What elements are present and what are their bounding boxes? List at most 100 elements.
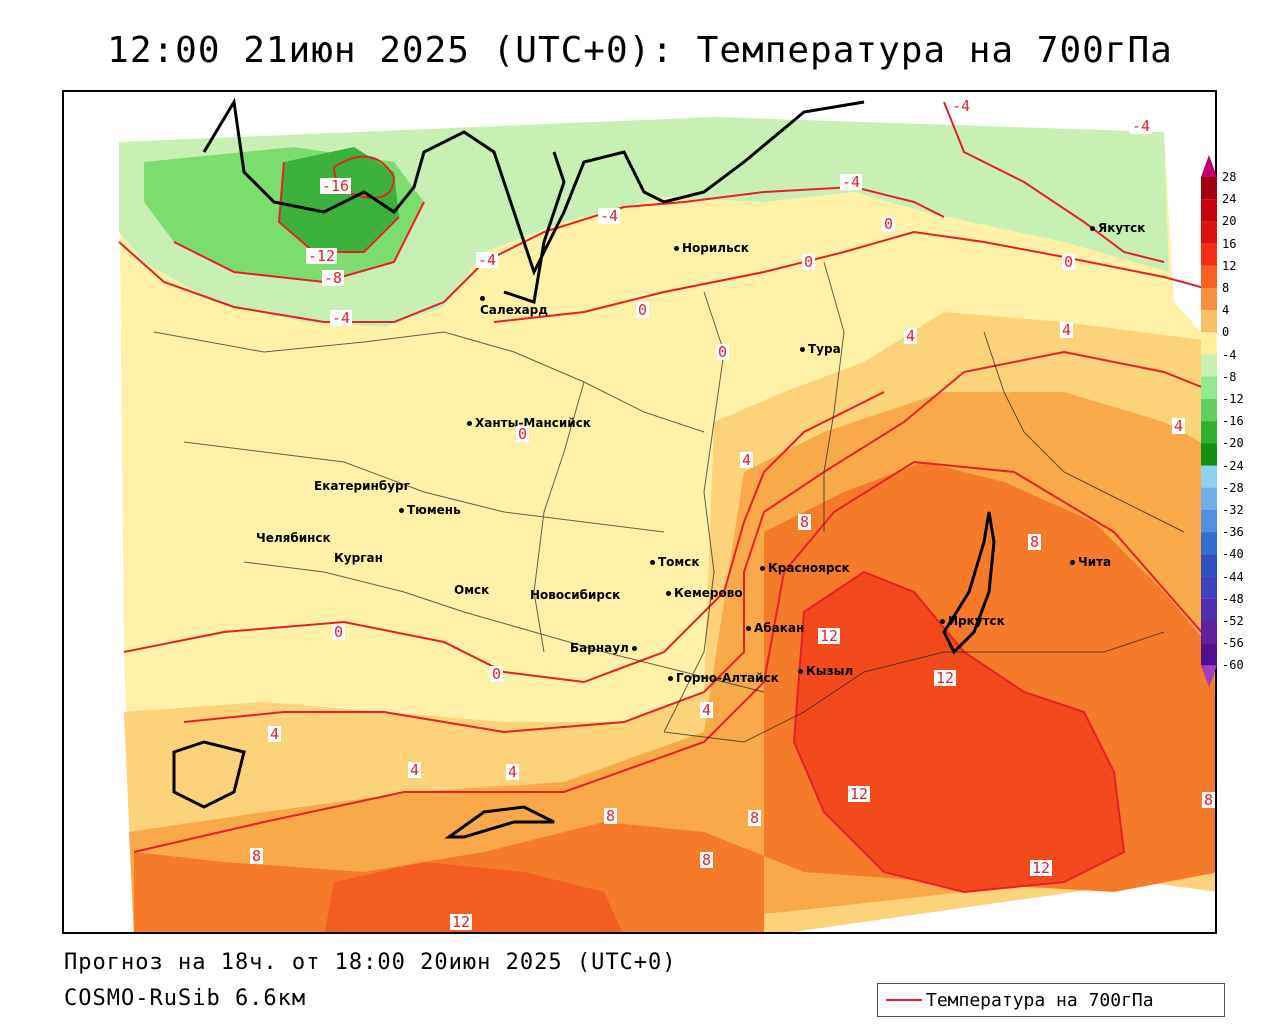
city-norilsk: Норильск [674,242,749,254]
colorbar-tick-label: -12 [1222,392,1244,406]
contour-label: 8 [604,807,618,825]
contour-label: 4 [740,451,754,469]
contour-label: -8 [322,269,345,287]
model-name: COSMO-RuSib 6.6км [64,986,307,1011]
contour-label: -16 [320,177,352,195]
contour-label: 0 [516,425,530,443]
city-tomsk: Томск [650,556,700,568]
colorbar-tick-label: -24 [1222,458,1244,473]
coastline-north [202,97,865,276]
contour-label: 8 [250,847,264,865]
city-chelyabinsk: Челябинск [256,531,331,545]
colorbar-tick-label: -16 [1222,414,1244,429]
city-omsk: Омск [454,583,490,597]
isotherm-4 [183,350,1215,734]
colorbar-swatch [1201,598,1217,621]
contour-label: 8 [700,851,714,869]
contour-label: 4 [1060,321,1074,339]
colorbar-tick-label: -52 [1222,614,1244,628]
colorbar-swatch [1201,199,1217,222]
coastlines [172,97,996,839]
contour-label: -4 [1130,117,1153,135]
colorbar-tick-label: -20 [1222,436,1244,451]
city-salekhard: Салехард [480,292,548,316]
city-yakutsk: Якутск [1090,222,1145,234]
city-yekaterinburg: Екатеринбург [314,479,410,493]
admin-borders [153,261,1185,743]
gulf-ob [503,151,566,304]
forecast-info: Прогноз на 18ч. от 18:00 20июн 2025 (UTC… [64,950,677,975]
city-abakan: Абакан [746,622,804,634]
legend: Температура на 700гПа [877,983,1225,1017]
contour-label: 8 [1202,791,1215,809]
colorbar-tick-label: -60 [1222,658,1244,673]
city-chita: Чита [1070,556,1111,568]
contour-label: 0 [636,301,650,319]
contour-label: -4 [330,309,353,327]
contour-label: -12 [306,247,338,265]
isotherm-8 [133,460,1215,853]
map-title: 12:00 21июн 2025 (UTC+0): Температура на… [107,30,1173,71]
colorbar-tick-label: 0 [1222,325,1230,340]
city-kyzyl: Кызыл [798,665,853,677]
colorbar-swatch [1201,332,1217,355]
contour-label: 8 [748,809,762,827]
contour-label: -4 [476,251,499,269]
colorbar-swatch [1201,510,1217,533]
contour-label: 0 [332,623,346,641]
contour-label: 12 [934,669,957,687]
isotherm-minus4 [118,185,945,323]
colorbar-swatch [1201,288,1217,311]
city-khanty-mansiysk: Ханты-Мансийск [467,417,591,429]
colorbar-tick-label: -56 [1222,636,1244,651]
city-barnaul: Барнаул [570,642,640,654]
colorbar-tick-label: -28 [1222,480,1244,495]
contour-label: 4 [904,327,918,345]
contour-label: 0 [802,253,816,271]
contour-label: 12 [450,913,473,931]
contour-label: 4 [700,701,714,719]
field-dark-green [279,147,399,252]
contour-label: 8 [1028,533,1042,551]
colorbar-swatch [1201,265,1217,288]
city-krasnoyarsk: Красноярск [760,562,850,574]
field-red-orange [794,572,1124,892]
isotherm-12 [792,570,1126,894]
contour-label: 12 [848,785,871,803]
contour-label: 12 [1030,859,1053,877]
colorbar-swatch [1201,465,1217,488]
city-irkutsk: Иркутск [940,615,1005,627]
colorbar-swatch [1201,421,1217,444]
contour-label: 12 [818,627,841,645]
colorbar-tick-label: 12 [1222,258,1237,273]
colorbar-swatch [1201,177,1217,200]
colorbar-swatch [1201,243,1217,266]
colorbar-tick-label: 16 [1222,236,1237,251]
colorbar-swatch [1201,443,1217,466]
colorbar-bottom-arrow [1201,665,1217,688]
colorbar-tick-label: 24 [1222,192,1237,207]
contour-label: 0 [882,215,896,233]
lake-balkhash [444,805,555,839]
colorbar-swatch [1201,399,1217,422]
city-novosibirsk: Новосибирск [530,588,621,602]
contour-label: -4 [950,97,973,115]
legend-line-swatch [886,999,922,1001]
colorbar-swatch [1201,487,1217,510]
contour-label: 4 [1172,417,1186,435]
colorbar-tick-label: 20 [1222,214,1237,229]
colorbar-tick-label: 8 [1222,281,1230,295]
contour-label: 4 [268,725,282,743]
isotherm-minus4-east [943,101,1165,263]
colorbar-tick-label: -48 [1222,591,1244,606]
colorbar-swatch [1201,376,1217,399]
temperature-map [64,92,1215,932]
contour-label: 4 [408,761,422,779]
city-kurgan: Курган [334,551,383,565]
contour-label: -4 [840,173,863,191]
caspian-shore [172,740,246,809]
isotherm-0 [493,230,1215,323]
colorbar-swatch [1201,621,1217,644]
contour-label: 4 [506,763,520,781]
colorbar-tick-label: 4 [1222,303,1230,318]
